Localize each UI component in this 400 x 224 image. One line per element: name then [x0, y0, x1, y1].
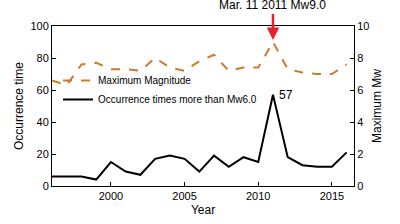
- svg-text:8: 8: [357, 52, 363, 64]
- svg-text:Mar. 11 2011 Mw9.0: Mar. 11 2011 Mw9.0: [219, 0, 326, 12]
- svg-text:20: 20: [37, 148, 49, 160]
- svg-text:57: 57: [279, 88, 293, 102]
- svg-text:2010: 2010: [246, 190, 270, 202]
- svg-text:6: 6: [357, 84, 363, 96]
- svg-text:2015: 2015: [320, 190, 344, 202]
- svg-text:2000: 2000: [99, 190, 123, 202]
- svg-text:Maximum Magnitude: Maximum Magnitude: [98, 75, 191, 86]
- svg-text:40: 40: [37, 116, 49, 128]
- svg-text:2: 2: [357, 148, 363, 160]
- svg-text:0: 0: [43, 180, 49, 192]
- svg-text:Occurrence time: Occurrence time: [12, 62, 26, 150]
- svg-text:Maximum Mw: Maximum Mw: [370, 69, 384, 143]
- svg-text:Occurrence times more than Mw6: Occurrence times more than Mw6.0: [98, 94, 257, 105]
- svg-text:60: 60: [37, 84, 49, 96]
- svg-text:80: 80: [37, 52, 49, 64]
- svg-text:100: 100: [30, 20, 48, 32]
- svg-text:10: 10: [357, 20, 369, 32]
- svg-text:Year: Year: [191, 203, 215, 217]
- svg-text:4: 4: [357, 116, 363, 128]
- svg-text:2005: 2005: [172, 190, 196, 202]
- svg-text:0: 0: [357, 180, 363, 192]
